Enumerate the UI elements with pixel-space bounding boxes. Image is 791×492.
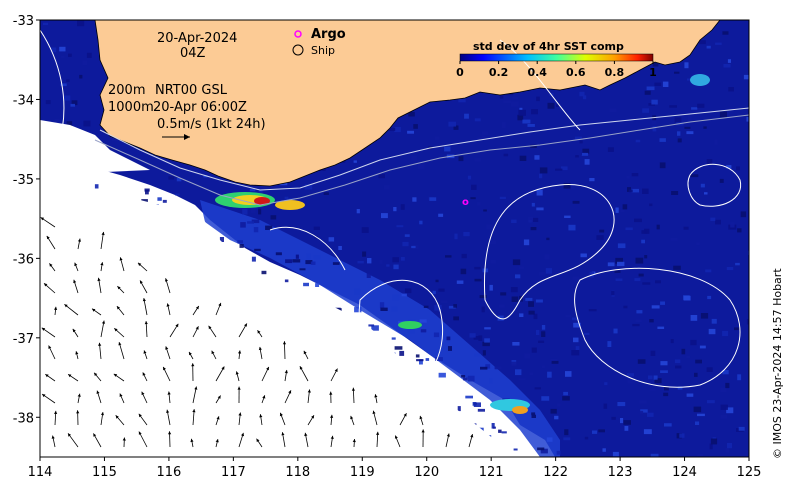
x-tick-label: 125 — [737, 465, 762, 480]
no-data-region-west — [40, 120, 150, 175]
vector-scale-arrow — [162, 134, 190, 140]
argo-legend-label: Argo — [311, 27, 346, 42]
time-label: 04Z — [180, 46, 206, 61]
contour-200m — [99, 107, 749, 191]
colorbar-title: std dev of 4hr SST comp — [473, 40, 624, 53]
ship-legend-marker — [292, 44, 304, 56]
sst-data-layer — [40, 20, 749, 457]
x-tick-label: 123 — [608, 465, 633, 480]
vector-scale-label: 0.5m/s (1kt 24h) — [157, 117, 266, 132]
colorbar-tick-label: 1 — [649, 66, 657, 79]
y-tick-label: -37 — [13, 332, 34, 347]
product-time-label: 20-Apr 06:00Z — [153, 100, 247, 115]
colorbar-tick-label: 0.2 — [489, 66, 509, 79]
plot-frame — [39, 19, 750, 458]
ship-legend-label: Ship — [311, 44, 335, 57]
contour-200-label: 200m — [108, 83, 145, 98]
x-tick-label: 117 — [221, 465, 246, 480]
y-tick-label: -33 — [13, 14, 34, 29]
argo-float-marker: o — [462, 197, 469, 208]
x-tick-label: 124 — [672, 465, 697, 480]
y-tick-label: -36 — [13, 252, 34, 267]
y-axis: -33 -34 -35 -36 -37 -38 — [13, 14, 40, 426]
y-tick-label: -35 — [13, 173, 34, 188]
no-data-region — [40, 190, 520, 457]
colorbar-tick-label: 0.8 — [605, 66, 625, 79]
credit-label: © IMOS 23-Apr-2024 14:57 Hobart — [771, 268, 784, 459]
x-tick-label: 121 — [479, 465, 504, 480]
argo-legend-marker — [294, 30, 302, 38]
product-label: NRT00 GSL — [155, 83, 228, 98]
colorbar-tick-label: 0 — [456, 66, 464, 79]
contour-1000m — [94, 114, 749, 206]
colorbar-tick-label: 0.4 — [527, 66, 547, 79]
x-axis: 114 115 116 117 118 119 120 121 122 123 124 125 — [28, 457, 762, 480]
x-tick-label: 115 — [92, 465, 117, 480]
ocean-sst-field-mid — [200, 200, 560, 457]
contour-1000-label: 1000m — [108, 100, 154, 115]
current-vectors — [40, 217, 474, 448]
x-tick-label: 114 — [28, 465, 53, 480]
high-variability-patches — [215, 74, 710, 414]
colorbar-gradient — [459, 53, 654, 62]
date-label: 20-Apr-2024 — [157, 31, 237, 46]
x-tick-label: 116 — [156, 465, 181, 480]
x-tick-label: 119 — [350, 465, 375, 480]
y-tick-label: -38 — [13, 411, 34, 426]
x-tick-label: 118 — [285, 465, 310, 480]
x-tick-label: 122 — [543, 465, 568, 480]
colorbar-tick-label: 0.6 — [566, 66, 586, 79]
colorbar-ticks: 0 0.2 0.4 0.6 0.8 1 — [456, 61, 657, 79]
x-tick-label: 120 — [414, 465, 439, 480]
sea-level-contours — [40, 29, 742, 396]
y-tick-label: -34 — [13, 93, 34, 108]
